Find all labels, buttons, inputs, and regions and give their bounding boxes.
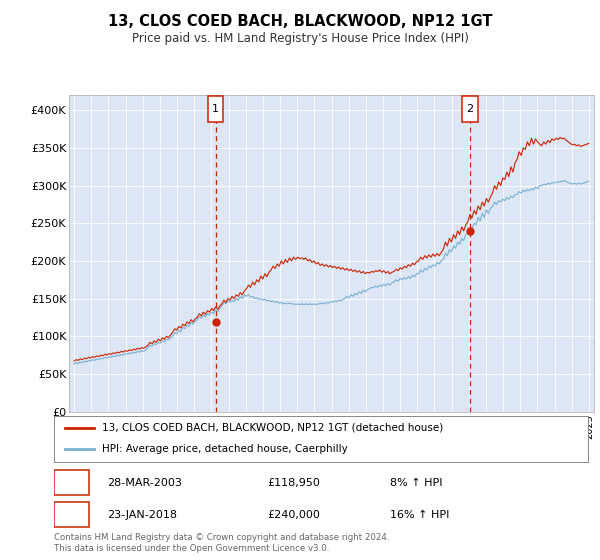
Text: £118,950: £118,950 — [268, 478, 320, 488]
Bar — [54, 502, 89, 527]
Text: 2: 2 — [467, 104, 473, 114]
Text: 23-JAN-2018: 23-JAN-2018 — [107, 510, 178, 520]
Text: £240,000: £240,000 — [268, 510, 320, 520]
Bar — [54, 470, 89, 495]
Text: 2: 2 — [68, 510, 75, 520]
Text: 13, CLOS COED BACH, BLACKWOOD, NP12 1GT: 13, CLOS COED BACH, BLACKWOOD, NP12 1GT — [108, 14, 492, 29]
Text: 13, CLOS COED BACH, BLACKWOOD, NP12 1GT (detached house): 13, CLOS COED BACH, BLACKWOOD, NP12 1GT … — [102, 423, 443, 432]
Bar — [463, 96, 478, 122]
Text: Price paid vs. HM Land Registry's House Price Index (HPI): Price paid vs. HM Land Registry's House … — [131, 32, 469, 45]
Text: Contains HM Land Registry data © Crown copyright and database right 2024.
This d: Contains HM Land Registry data © Crown c… — [54, 533, 389, 553]
Text: 16% ↑ HPI: 16% ↑ HPI — [391, 510, 450, 520]
Text: 1: 1 — [212, 104, 219, 114]
Bar — [208, 96, 223, 122]
Text: 28-MAR-2003: 28-MAR-2003 — [107, 478, 182, 488]
Text: 1: 1 — [68, 478, 75, 488]
Text: 8% ↑ HPI: 8% ↑ HPI — [391, 478, 443, 488]
Text: HPI: Average price, detached house, Caerphilly: HPI: Average price, detached house, Caer… — [102, 444, 348, 454]
